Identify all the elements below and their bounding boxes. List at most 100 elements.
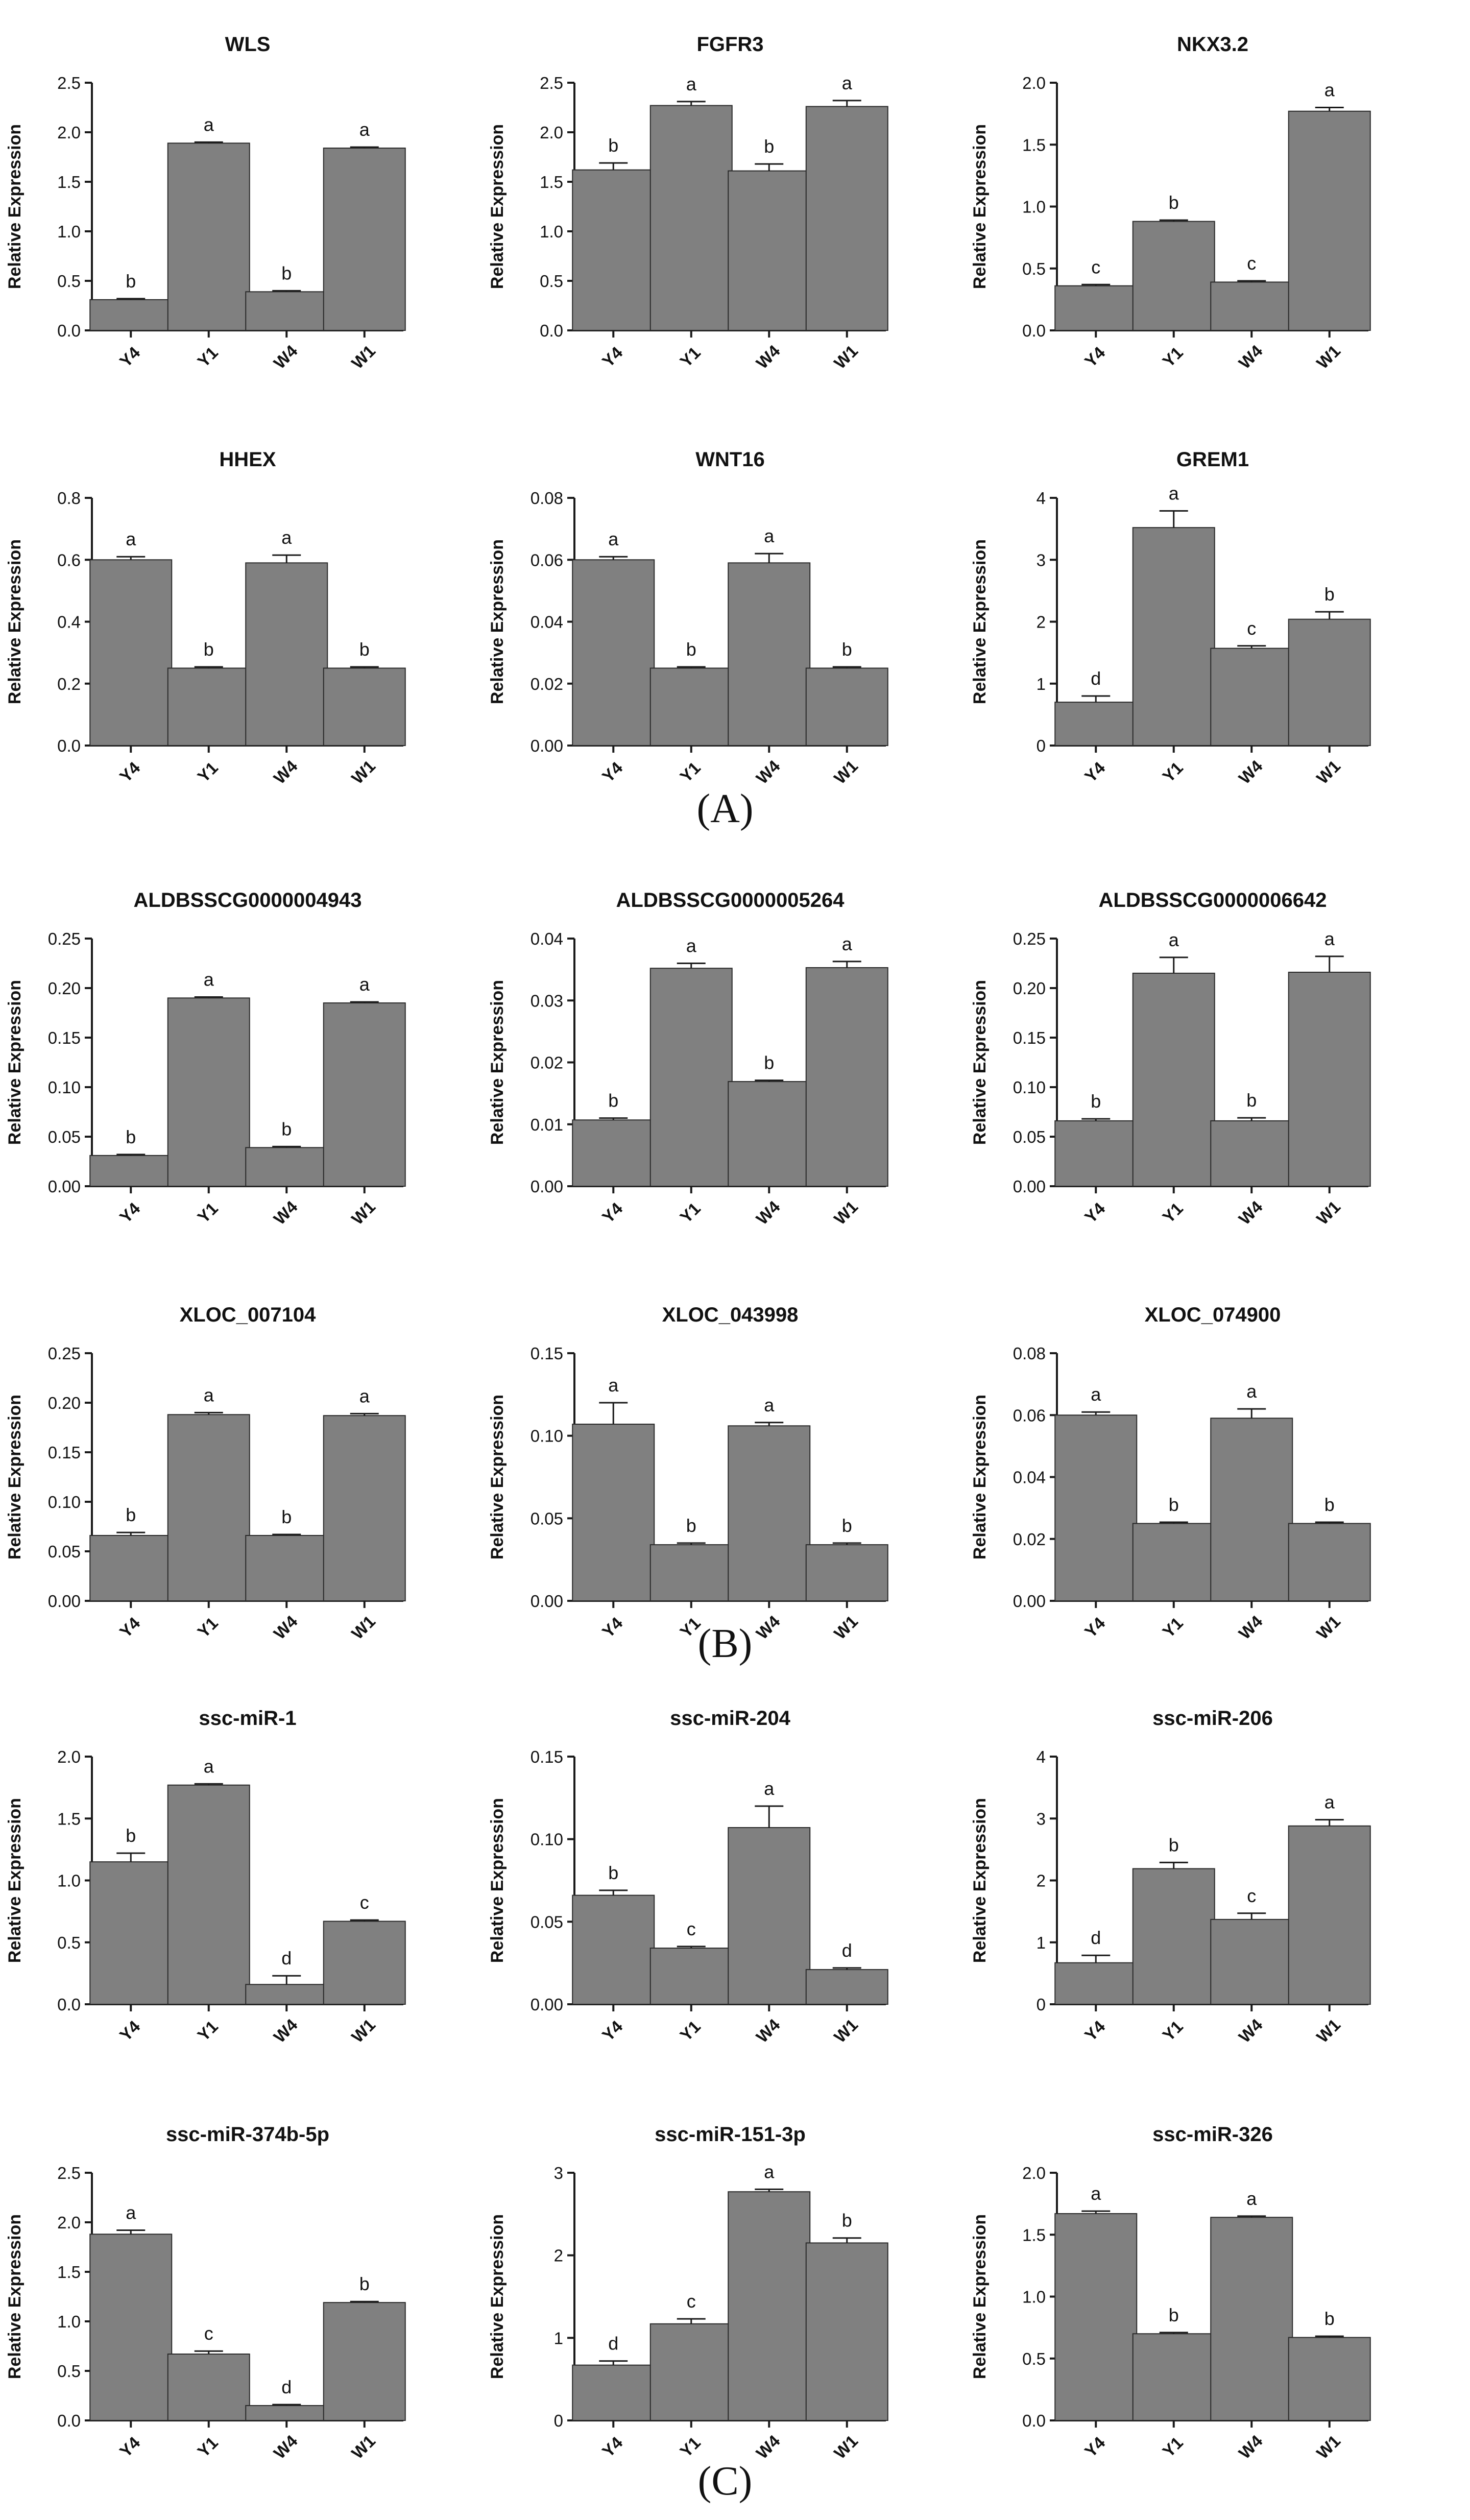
panel-label-c: (C) xyxy=(698,2459,753,2504)
significance-letter: b xyxy=(608,1090,618,1111)
significance-letter: c xyxy=(360,1892,369,1913)
y-tick-label: 4 xyxy=(1037,1747,1046,1766)
chart-title: NKX3.2 xyxy=(1177,33,1248,56)
significance-letter: b xyxy=(1324,1494,1335,1515)
bar-w1 xyxy=(1288,110,1371,331)
significance-letter: b xyxy=(764,136,774,157)
y-axis-label: Relative Expression xyxy=(970,1395,990,1559)
y-tick-label: 0.04 xyxy=(1013,1468,1046,1487)
bar-w4 xyxy=(245,2405,328,2421)
y-tick-label: 0.8 xyxy=(57,489,81,508)
bar-w4 xyxy=(1210,1418,1293,1601)
bar-y4 xyxy=(89,2234,173,2421)
y-tick-label: 2.0 xyxy=(57,1747,81,1766)
y-tick-label: 1.0 xyxy=(1022,198,1046,217)
chart-title: ssc-miR-374b-5p xyxy=(166,2123,329,2146)
bar-w4 xyxy=(1210,2217,1293,2421)
y-tick-label: 0 xyxy=(1037,736,1046,755)
y-tick-label: 0.02 xyxy=(531,1053,563,1072)
y-tick-label: 0.05 xyxy=(48,1542,81,1561)
chart-title: GREM1 xyxy=(1176,448,1249,471)
chart-6: ALDBSSCG0000004943 Relative Expression 0.0… xyxy=(5,889,406,1228)
y-tick-label: 4 xyxy=(1037,489,1046,508)
y-tick-label: 1.0 xyxy=(57,1871,81,1890)
y-tick-label: 0.05 xyxy=(531,1509,563,1528)
significance-letter: c xyxy=(1091,256,1100,277)
y-tick-label: 0.00 xyxy=(48,1177,81,1196)
y-tick-label: 0.20 xyxy=(1013,979,1046,998)
y-tick-label: 0.25 xyxy=(48,929,81,948)
significance-letter: b xyxy=(281,262,292,283)
y-axis-label: Relative Expression xyxy=(5,1395,25,1559)
y-tick-label: 3 xyxy=(1037,1809,1046,1828)
significance-letter: b xyxy=(281,1506,292,1527)
y-tick-label: 0.05 xyxy=(1013,1127,1046,1146)
significance-letter: b xyxy=(842,2210,852,2231)
bar-w4 xyxy=(245,291,328,331)
panel-label-a: (A) xyxy=(696,786,753,831)
y-tick-label: 2 xyxy=(1037,613,1046,632)
bar-w1 xyxy=(323,1415,406,1601)
y-tick-label: 0.5 xyxy=(1022,259,1046,278)
y-tick-label: 0.04 xyxy=(531,929,563,948)
y-axis-label: Relative Expression xyxy=(5,1798,25,1963)
y-tick-label: 0.02 xyxy=(531,675,563,693)
bar-y4 xyxy=(1054,702,1138,746)
bar-y1 xyxy=(1132,2333,1215,2421)
significance-letter: d xyxy=(842,1940,852,1961)
y-tick-label: 0.00 xyxy=(531,1592,563,1611)
bar-y1 xyxy=(649,2323,733,2421)
significance-letter: a xyxy=(126,2202,136,2223)
significance-letter: a xyxy=(686,74,697,94)
significance-letter: c xyxy=(687,1918,696,1939)
significance-letter: d xyxy=(281,1948,292,1969)
bar-w4 xyxy=(1210,1120,1293,1187)
bar-w4 xyxy=(245,1984,328,2005)
bar-w4 xyxy=(728,1081,811,1187)
y-tick-label: 0.5 xyxy=(57,2362,81,2381)
y-tick-label: 0.15 xyxy=(1013,1028,1046,1047)
bar-w4 xyxy=(728,170,811,331)
bar-y4 xyxy=(572,2364,655,2421)
bar-w4 xyxy=(1210,647,1293,746)
bar-w1 xyxy=(805,106,888,331)
y-tick-label: 0.4 xyxy=(57,613,81,632)
significance-letter: a xyxy=(1324,80,1335,101)
chart-title: WLS xyxy=(225,33,271,56)
y-tick-label: 0.25 xyxy=(48,1344,81,1363)
y-tick-label: 0.10 xyxy=(48,1493,81,1511)
bar-y1 xyxy=(1132,1523,1215,1601)
chart-title: ssc-miR-326 xyxy=(1152,2123,1273,2146)
significance-letter: d xyxy=(1091,1927,1101,1948)
chart-title: XLOC_043998 xyxy=(662,1304,799,1326)
y-tick-label: 0.0 xyxy=(57,321,81,340)
significance-letter: b xyxy=(1169,2305,1179,2325)
y-tick-label: 2.0 xyxy=(57,123,81,142)
bar-y4 xyxy=(572,1424,655,1602)
y-tick-label: 0.00 xyxy=(1013,1592,1046,1611)
y-tick-label: 1.0 xyxy=(57,222,81,241)
bar-y1 xyxy=(649,105,733,331)
y-axis-label: Relative Expression xyxy=(970,539,990,704)
y-tick-label: 1.5 xyxy=(1022,135,1046,154)
y-tick-label: 0.0 xyxy=(57,2411,81,2430)
chart-title: XLOC_007104 xyxy=(180,1304,317,1326)
bar-w1 xyxy=(323,1002,406,1187)
significance-letter: a xyxy=(359,1385,370,1406)
y-tick-label: 0.2 xyxy=(57,675,81,693)
bar-y1 xyxy=(167,2354,250,2421)
bar-y4 xyxy=(572,169,655,331)
y-axis-label: Relative Expression xyxy=(5,124,25,289)
bar-w4 xyxy=(1210,1918,1293,2005)
chart-8: ALDBSSCG0000006642 Relative Expression 0.0… xyxy=(970,889,1371,1228)
significance-letter: a xyxy=(204,1756,214,1777)
significance-letter: a xyxy=(1091,1384,1101,1405)
y-tick-label: 0.15 xyxy=(48,1028,81,1047)
significance-letter: a xyxy=(359,119,370,140)
significance-letter: a xyxy=(764,525,775,546)
bar-y4 xyxy=(572,1119,655,1187)
significance-letter: b xyxy=(1246,1090,1257,1111)
bar-y4 xyxy=(1054,2213,1138,2421)
y-tick-label: 0.00 xyxy=(531,736,563,755)
